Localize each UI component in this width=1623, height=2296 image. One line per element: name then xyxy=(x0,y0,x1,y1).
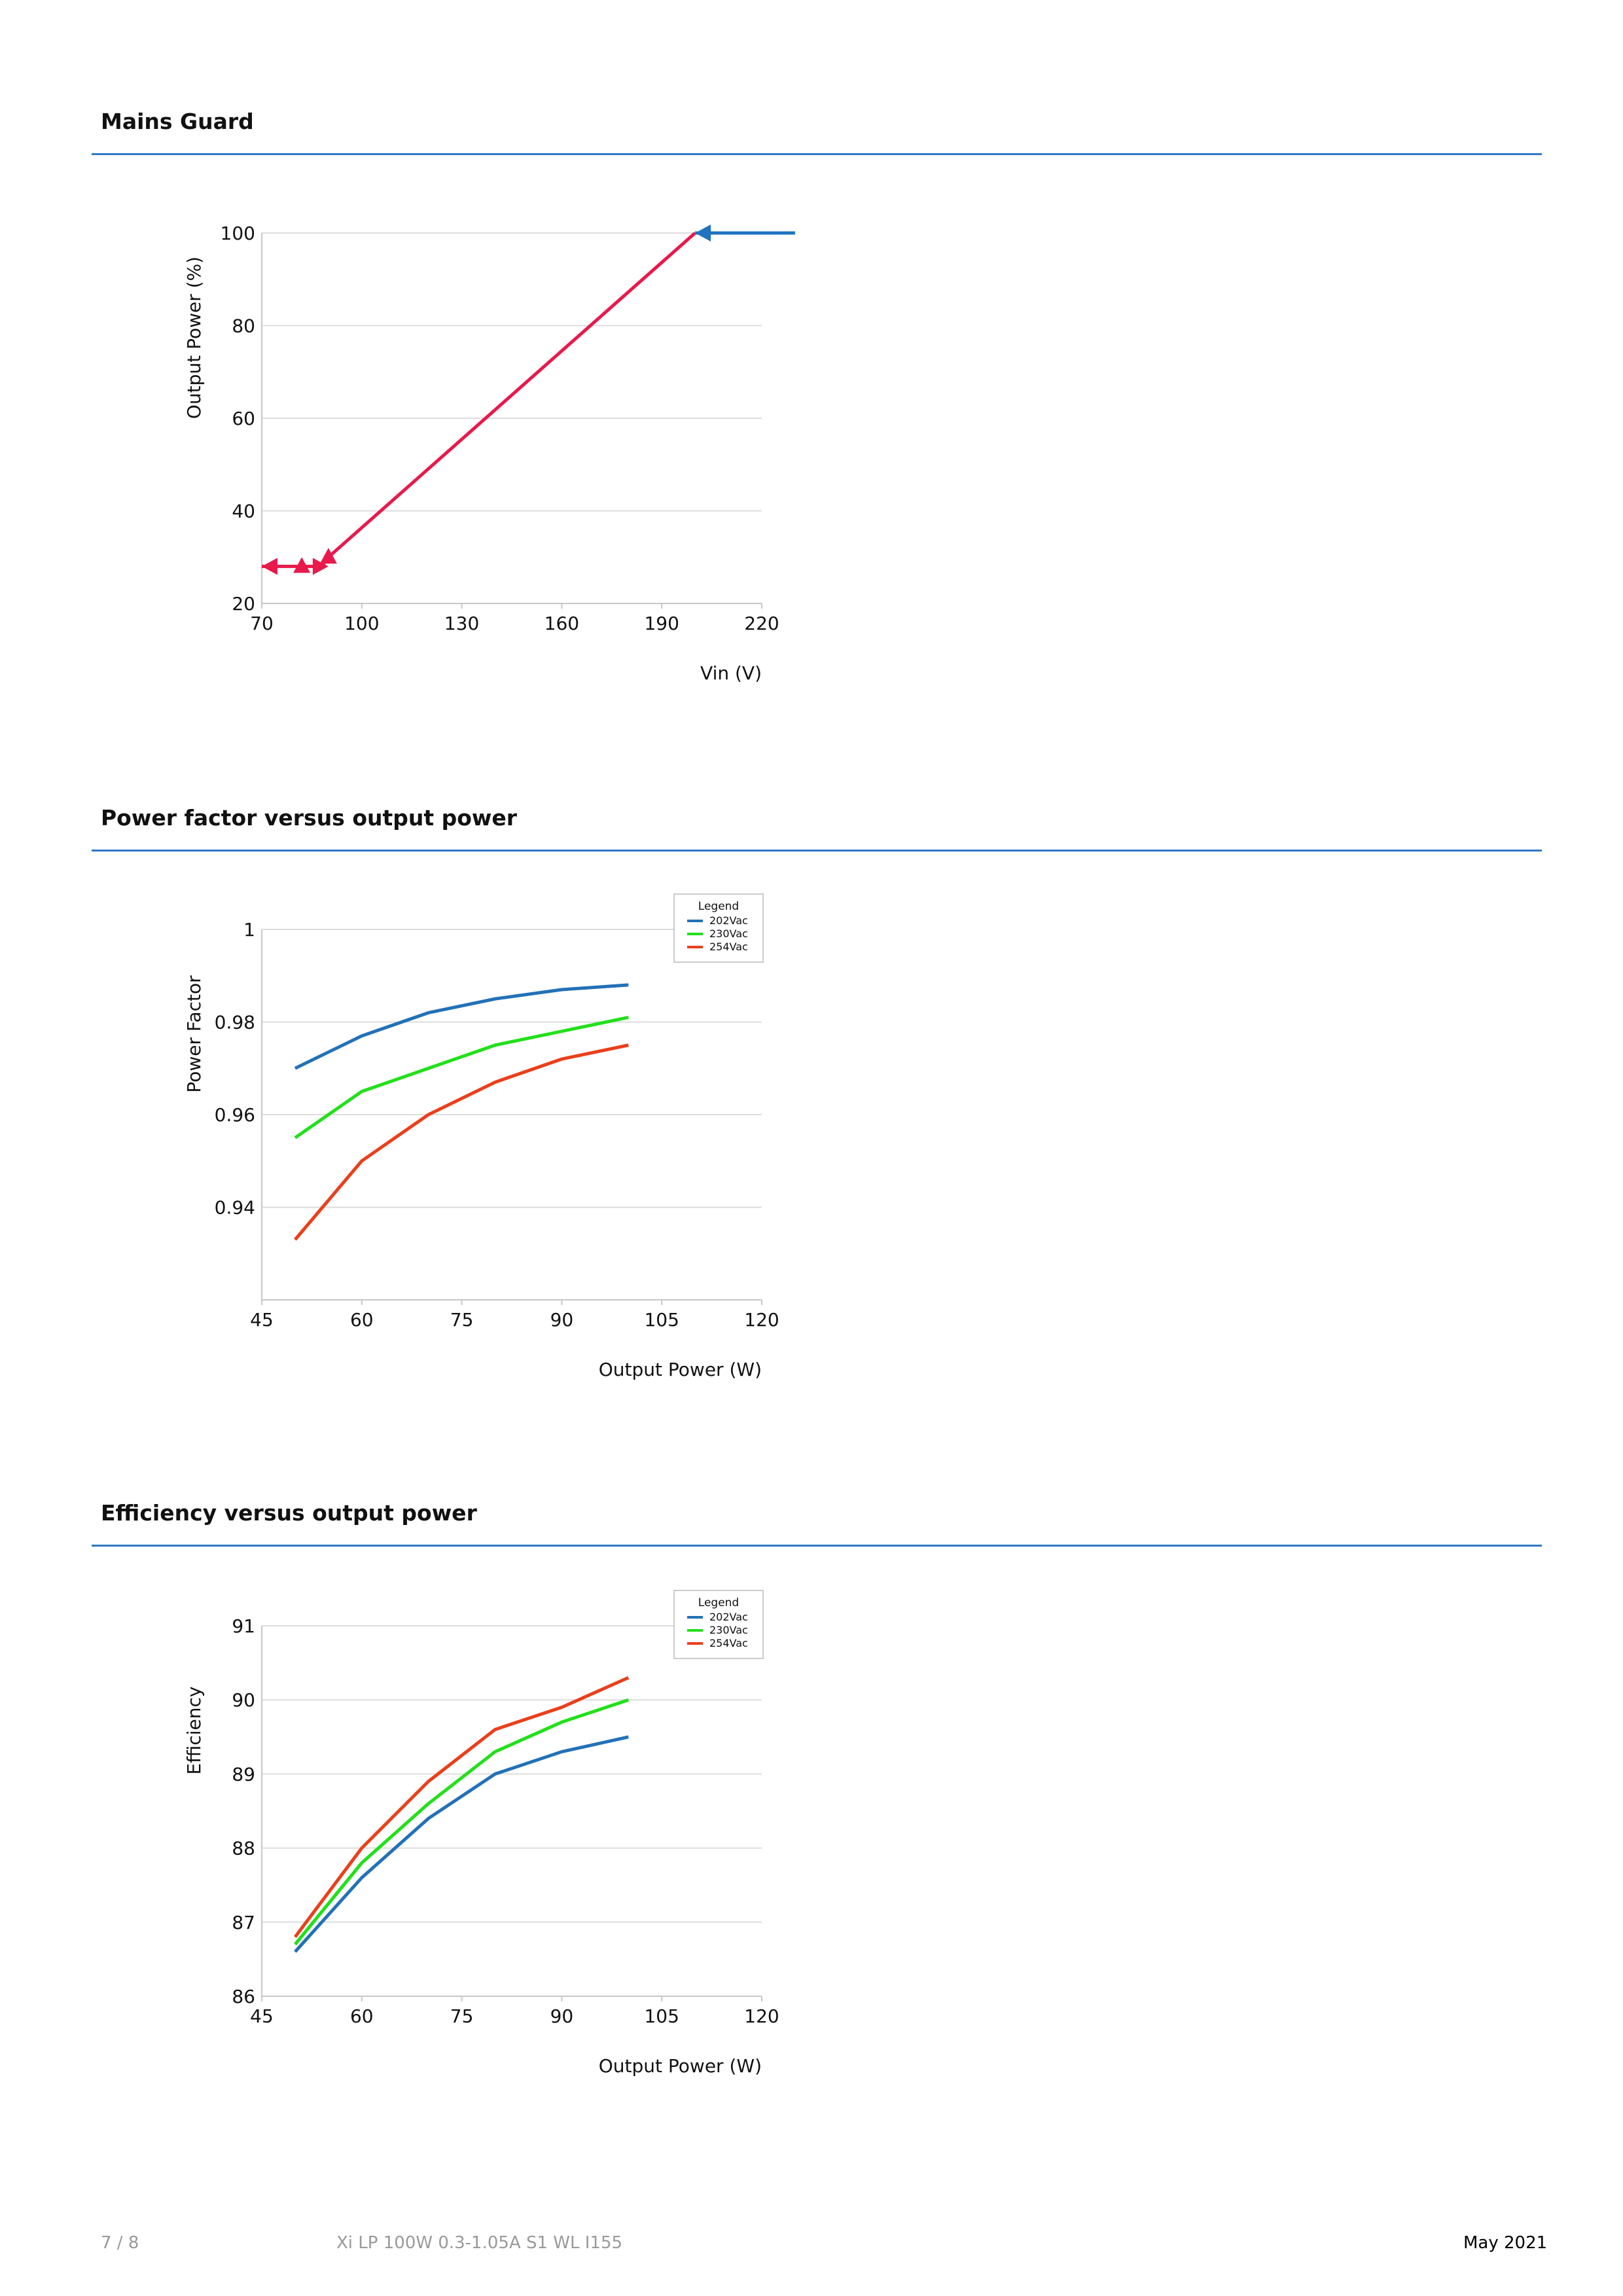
section-title-mains-guard: Mains Guard xyxy=(101,109,254,134)
x-tick-label: 120 xyxy=(744,2005,779,2027)
x-axis-label: Output Power (W) xyxy=(599,1359,762,1380)
series-line-202Vac xyxy=(294,983,629,1070)
x-tick-label: 190 xyxy=(644,613,679,634)
y-tick-label: 100 xyxy=(221,223,255,244)
footer-product-name: Xi LP 100W 0.3-1.05A S1 WL I155 xyxy=(336,2233,623,2253)
y-axis-label: Output Power (%) xyxy=(183,257,205,419)
series-line-230Vac xyxy=(293,1698,630,1946)
arrow-left-icon xyxy=(262,558,277,575)
legend-entry: 254Vac xyxy=(709,941,748,953)
x-axis-label: Vin (V) xyxy=(700,662,762,684)
y-tick-label: 88 xyxy=(232,1838,255,1859)
x-tick-label: 45 xyxy=(250,1309,274,1331)
series-line-254Vac xyxy=(293,1676,630,1938)
legend-entry: 202Vac xyxy=(709,914,748,927)
y-tick-label: 91 xyxy=(232,1615,255,1637)
x-tick-label: 75 xyxy=(450,1309,474,1331)
section-title-power-factor: Power factor versus output power xyxy=(101,805,518,831)
output-power-curve xyxy=(262,232,696,568)
footer-page-number: 7 / 8 xyxy=(101,2233,139,2253)
y-tick-label: 0.98 xyxy=(215,1012,255,1033)
section-divider xyxy=(92,153,1542,155)
mains-guard-chart: 20 40 60 80 100 70 100 130 160 190 220 Vin (V) Outpu… xyxy=(183,223,795,684)
legend-entry: 254Vac xyxy=(709,1637,748,1649)
y-tick-label: 87 xyxy=(232,1912,255,1933)
arrow-up-icon xyxy=(293,557,311,573)
series-line-254Vac xyxy=(294,1043,629,1241)
footer-date: May 2021 xyxy=(1463,2233,1548,2253)
series-line-202Vac xyxy=(294,1735,629,1953)
x-tick-label: 160 xyxy=(544,613,579,634)
legend-box xyxy=(673,1590,764,1659)
x-tick-label: 105 xyxy=(644,1309,679,1331)
legend-entry: 230Vac xyxy=(709,927,748,940)
legend-box xyxy=(673,893,764,963)
section-divider xyxy=(92,1545,1542,1547)
y-tick-label: 20 xyxy=(232,593,255,615)
y-tick-label: 90 xyxy=(232,1689,255,1711)
x-tick-label: 220 xyxy=(744,613,779,634)
section-title-efficiency: Efficiency versus output power xyxy=(101,1500,477,1526)
x-tick-label: 70 xyxy=(250,613,274,634)
y-axis-label: Power Factor xyxy=(183,975,205,1093)
legend-entry: 202Vac xyxy=(709,1611,748,1623)
x-tick-label: 60 xyxy=(350,2005,374,2027)
x-tick-label: 105 xyxy=(644,2005,679,2027)
x-tick-label: 130 xyxy=(444,613,479,634)
legend-title: Legend xyxy=(698,900,739,913)
x-tick-label: 45 xyxy=(250,2005,274,2027)
arrow-right-icon xyxy=(312,558,329,575)
y-tick-label: 60 xyxy=(232,408,255,429)
x-tick-label: 100 xyxy=(344,613,379,634)
arrow-left-icon xyxy=(695,224,711,242)
x-tick-label: 90 xyxy=(550,2005,574,2027)
x-tick-label: 90 xyxy=(550,1309,574,1331)
x-axis-label: Output Power (W) xyxy=(599,2055,762,2077)
legend-title: Legend xyxy=(698,1596,739,1609)
efficiency-chart: 86 87 88 89 90 91 45 60 75 90 105 120 Output Power (… xyxy=(183,1590,779,2077)
y-tick-label: 80 xyxy=(232,315,255,337)
y-tick-label: 0.94 xyxy=(215,1197,255,1219)
y-tick-label: 89 xyxy=(232,1763,255,1785)
x-tick-label: 75 xyxy=(450,2005,474,2027)
y-tick-label: 1 xyxy=(243,919,255,941)
y-tick-label: 86 xyxy=(232,1986,255,2007)
section-divider xyxy=(92,850,1542,852)
y-tick-label: 40 xyxy=(232,501,255,522)
y-tick-label: 0.96 xyxy=(215,1104,255,1126)
power-factor-chart: 0.94 0.96 0.98 1 45 60 75 90 105 120 Output Power … xyxy=(183,893,779,1380)
y-axis-label: Efficiency xyxy=(183,1687,205,1775)
legend-entry: 230Vac xyxy=(709,1624,748,1636)
series-line-230Vac xyxy=(294,1015,629,1139)
x-tick-label: 120 xyxy=(744,1309,779,1331)
arrow-up-icon xyxy=(319,548,337,564)
x-tick-label: 60 xyxy=(350,1309,374,1331)
